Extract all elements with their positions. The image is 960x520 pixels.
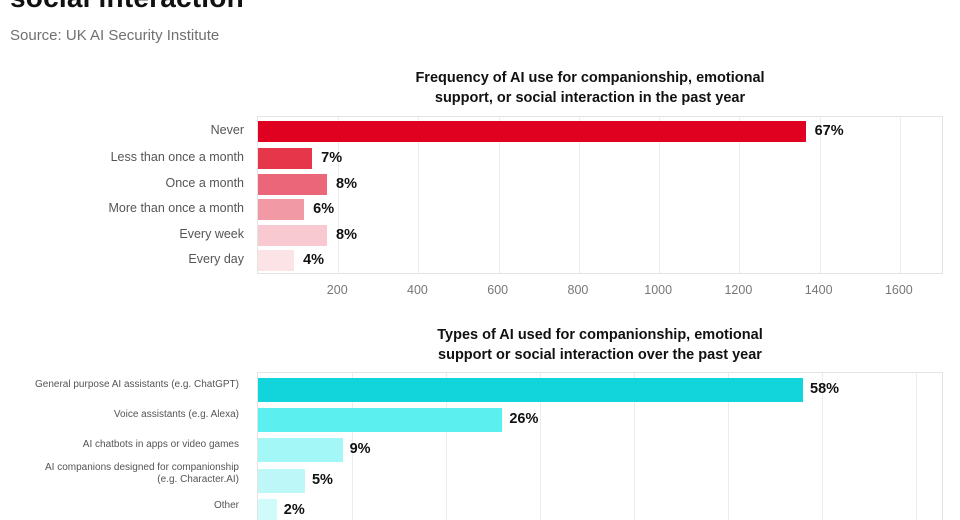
category-label: Voice assistants (e.g. Alexa) xyxy=(114,409,239,421)
bar xyxy=(258,469,305,493)
x-tick-label: 400 xyxy=(407,283,428,297)
bar xyxy=(258,174,327,195)
category-label: General purpose AI assistants (e.g. Chat… xyxy=(35,379,239,391)
bar xyxy=(258,408,503,432)
bar xyxy=(258,499,277,520)
gridline xyxy=(633,373,635,520)
plot-area-frequency: 67% 7% 8% 6% 8% 4% xyxy=(257,116,943,274)
bar-value-label: 4% xyxy=(303,252,325,268)
gridline xyxy=(727,373,729,520)
page-title: social interaction xyxy=(10,0,244,14)
source-note: Source: UK AI Security Institute xyxy=(10,27,220,44)
category-label: AI companions designed for companionship… xyxy=(45,462,239,486)
category-label-line: Other xyxy=(213,500,239,511)
category-label: Never xyxy=(210,123,244,137)
gridline xyxy=(445,373,447,520)
x-tick-label: 1000 xyxy=(644,283,673,297)
bar-value-label: 7% xyxy=(321,150,343,166)
bar-value-label: 26% xyxy=(509,411,539,427)
category-label: Every week xyxy=(179,227,244,241)
category-label: Less than once a month xyxy=(110,150,244,164)
chart-title-types: Types of AI used for companionship, emot… xyxy=(400,325,800,365)
category-label: More than once a month xyxy=(108,201,245,215)
category-label-line: (e.g. Character.AI) xyxy=(157,474,239,485)
chart-title-line: support or social interaction over the p… xyxy=(438,347,762,363)
chart-title-line: Types of AI used for companionship, emot… xyxy=(437,327,763,343)
gridline xyxy=(739,117,741,273)
gridline xyxy=(819,117,821,273)
gridline xyxy=(338,117,340,273)
x-tick-label: 1600 xyxy=(884,283,913,297)
gridline xyxy=(498,117,500,273)
bar-value-label: 6% xyxy=(313,201,335,217)
chart-title-frequency: Frequency of AI use for companionship, e… xyxy=(380,68,800,108)
x-tick-label: 600 xyxy=(487,283,509,297)
bar xyxy=(258,438,343,462)
gridline xyxy=(578,117,580,273)
bar xyxy=(258,225,327,246)
chart-title-line: support, or social interaction in the pa… xyxy=(434,90,746,106)
bar xyxy=(258,121,806,142)
category-label-line: AI chatbots in apps or video games xyxy=(82,439,239,450)
gridline xyxy=(351,373,353,520)
bar-value-label: 5% xyxy=(311,472,333,488)
x-tick-label: 800 xyxy=(567,283,589,297)
category-label-line: AI companions designed for companionship xyxy=(44,462,239,473)
bar xyxy=(258,378,804,402)
gridline xyxy=(915,373,917,520)
bar-value-label: 8% xyxy=(336,227,357,243)
bar-value-label: 9% xyxy=(349,441,371,457)
bar xyxy=(258,250,295,271)
gridline xyxy=(821,373,823,520)
category-label: AI chatbots in apps or video games xyxy=(83,439,239,451)
bar-value-label: 2% xyxy=(283,502,305,518)
gridline xyxy=(899,117,901,273)
category-label: Once a month xyxy=(165,176,244,190)
gridline xyxy=(659,117,661,273)
bar-value-label: 8% xyxy=(336,176,357,192)
plot-area-types: 58% 26% 9% 5% 2% xyxy=(257,372,943,520)
bar xyxy=(258,199,305,220)
bar xyxy=(258,148,313,169)
category-label: Other xyxy=(214,500,239,512)
bar-value-label: 58% xyxy=(810,381,840,397)
bar-value-label: 67% xyxy=(814,123,844,139)
x-tick-label: 200 xyxy=(326,283,348,297)
category-label-line: General purpose AI assistants (e.g. Chat… xyxy=(35,379,239,390)
gridline xyxy=(418,117,420,273)
x-tick-label: 1400 xyxy=(804,283,833,297)
gridline xyxy=(539,373,541,520)
category-label: Every day xyxy=(188,252,244,266)
x-tick-label: 1200 xyxy=(724,283,753,297)
category-label-line: Voice assistants (e.g. Alexa) xyxy=(113,409,239,420)
chart-title-line: Frequency of AI use for companionship, e… xyxy=(415,70,765,86)
